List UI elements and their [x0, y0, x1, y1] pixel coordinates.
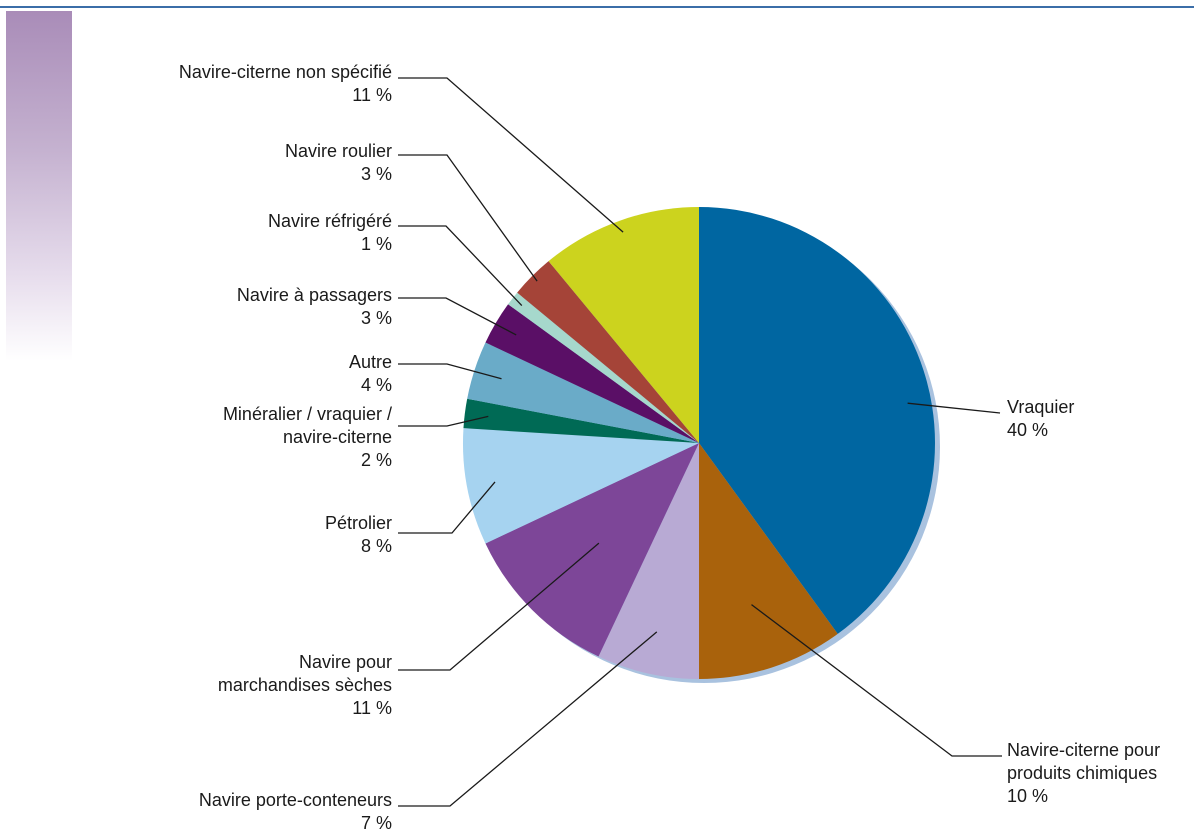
leader-line-navire-porte-conteneurs [398, 631, 658, 807]
slice-name-line: navire-citerne [283, 427, 392, 447]
leader-line-navire-refrigere [398, 225, 523, 307]
top-rule [0, 6, 1194, 8]
slice-name-line: Navire porte-conteneurs [199, 790, 392, 810]
slice-label-autre: Autre 4 % [349, 352, 392, 395]
slice-value-label: 10 % [1007, 786, 1048, 806]
slice-value-label: 11 % [352, 85, 392, 105]
slice-name-line: Navire à passagers [237, 285, 392, 305]
slice-name-line: produits chimiques [1007, 763, 1157, 783]
slice-label-vraquier: Vraquier 40 % [1007, 397, 1074, 440]
slice-name-line: Minéralier / vraquier / [223, 404, 392, 424]
slice-value-label: 3 % [361, 308, 392, 328]
slice-label-navire-citerne-pour-produits-chimiques: Navire-citerne pour produits chimiques 10 … [1007, 740, 1160, 806]
slice-name-line: Autre [349, 352, 392, 372]
slice-value-label: 1 % [361, 234, 392, 254]
slice-name-line: marchandises sèches [218, 675, 392, 695]
slice-label-navire-refrigere: Navire réfrigéré 1 % [268, 211, 392, 254]
leader-line-mineralier-vraquier-navire-citerne [398, 415, 489, 427]
slice-name-line: Navire-citerne non spécifié [179, 62, 392, 82]
slice-name-line: Vraquier [1007, 397, 1074, 417]
pie-slice-navire-refrigere [508, 292, 699, 443]
leader-line-navire-citerne-pour-produits-chimiques [751, 604, 1002, 757]
slice-name-line: Navire pour [299, 652, 392, 672]
slice-label-petrolier: Pétrolier 8 % [325, 513, 392, 556]
pie-slice-navire-porte-conteneurs [598, 443, 699, 679]
leader-line-navire-roulier [398, 154, 538, 282]
slice-label-navire-roulier: Navire roulier 3 % [285, 141, 392, 184]
slice-name-line: Navire réfrigéré [268, 211, 392, 231]
pie-slice-autre [467, 342, 699, 443]
pie-slice-navire-pour-marchandises-seches [485, 443, 699, 657]
pie-slice-navire-a-passagers [485, 304, 699, 443]
slice-label-navire-a-passagers: Navire à passagers 3 % [237, 285, 392, 328]
slice-label-navire-citerne-non-specifie: Navire-citerne non spécifié 11 % [179, 62, 392, 105]
leader-line-vraquier [907, 402, 1001, 414]
pie-slice-petrolier [463, 428, 699, 544]
pie-slice-mineralier-vraquier-navire-citerne [463, 398, 699, 443]
slice-name-line: Pétrolier [325, 513, 392, 533]
pie-slice-navire-roulier [517, 261, 699, 443]
slice-label-navire-pour-marchandises-seches: Navire pour marchandises sèches 11 % [218, 652, 392, 718]
slice-labels: Vraquier 40 % Navire-citerne pour produits … [179, 62, 1160, 831]
slice-value-label: 7 % [361, 813, 392, 831]
slice-label-mineralier-vraquier-navire-citerne: Minéralier / vraquier / navire-citerne 2 % [223, 404, 392, 470]
leader-line-navire-citerne-non-specifie [398, 77, 624, 233]
pie-slice-navire-citerne-pour-produits-chimiques [699, 443, 838, 679]
pie-slices [463, 207, 936, 679]
leader-line-navire-a-passagers [398, 297, 517, 336]
side-gradient-band [6, 11, 72, 361]
slice-value-label: 8 % [361, 536, 392, 556]
leader-line-autre [398, 363, 502, 380]
slice-label-navire-porte-conteneurs: Navire porte-conteneurs 7 % [199, 790, 392, 831]
slice-value-label: 4 % [361, 375, 392, 395]
slice-value-label: 40 % [1007, 420, 1048, 440]
slice-value-label: 11 % [352, 698, 392, 718]
slice-value-label: 2 % [361, 450, 392, 470]
slice-name-line: Navire-citerne pour [1007, 740, 1160, 760]
leader-lines [398, 77, 1002, 807]
slice-value-label: 3 % [361, 164, 392, 184]
pie-slice-navire-citerne-non-specifie [548, 207, 699, 443]
leader-line-petrolier [398, 481, 496, 534]
pie-slice-vraquier [699, 207, 936, 634]
slice-name-line: Navire roulier [285, 141, 392, 161]
leader-line-navire-pour-marchandises-seches [398, 542, 600, 671]
